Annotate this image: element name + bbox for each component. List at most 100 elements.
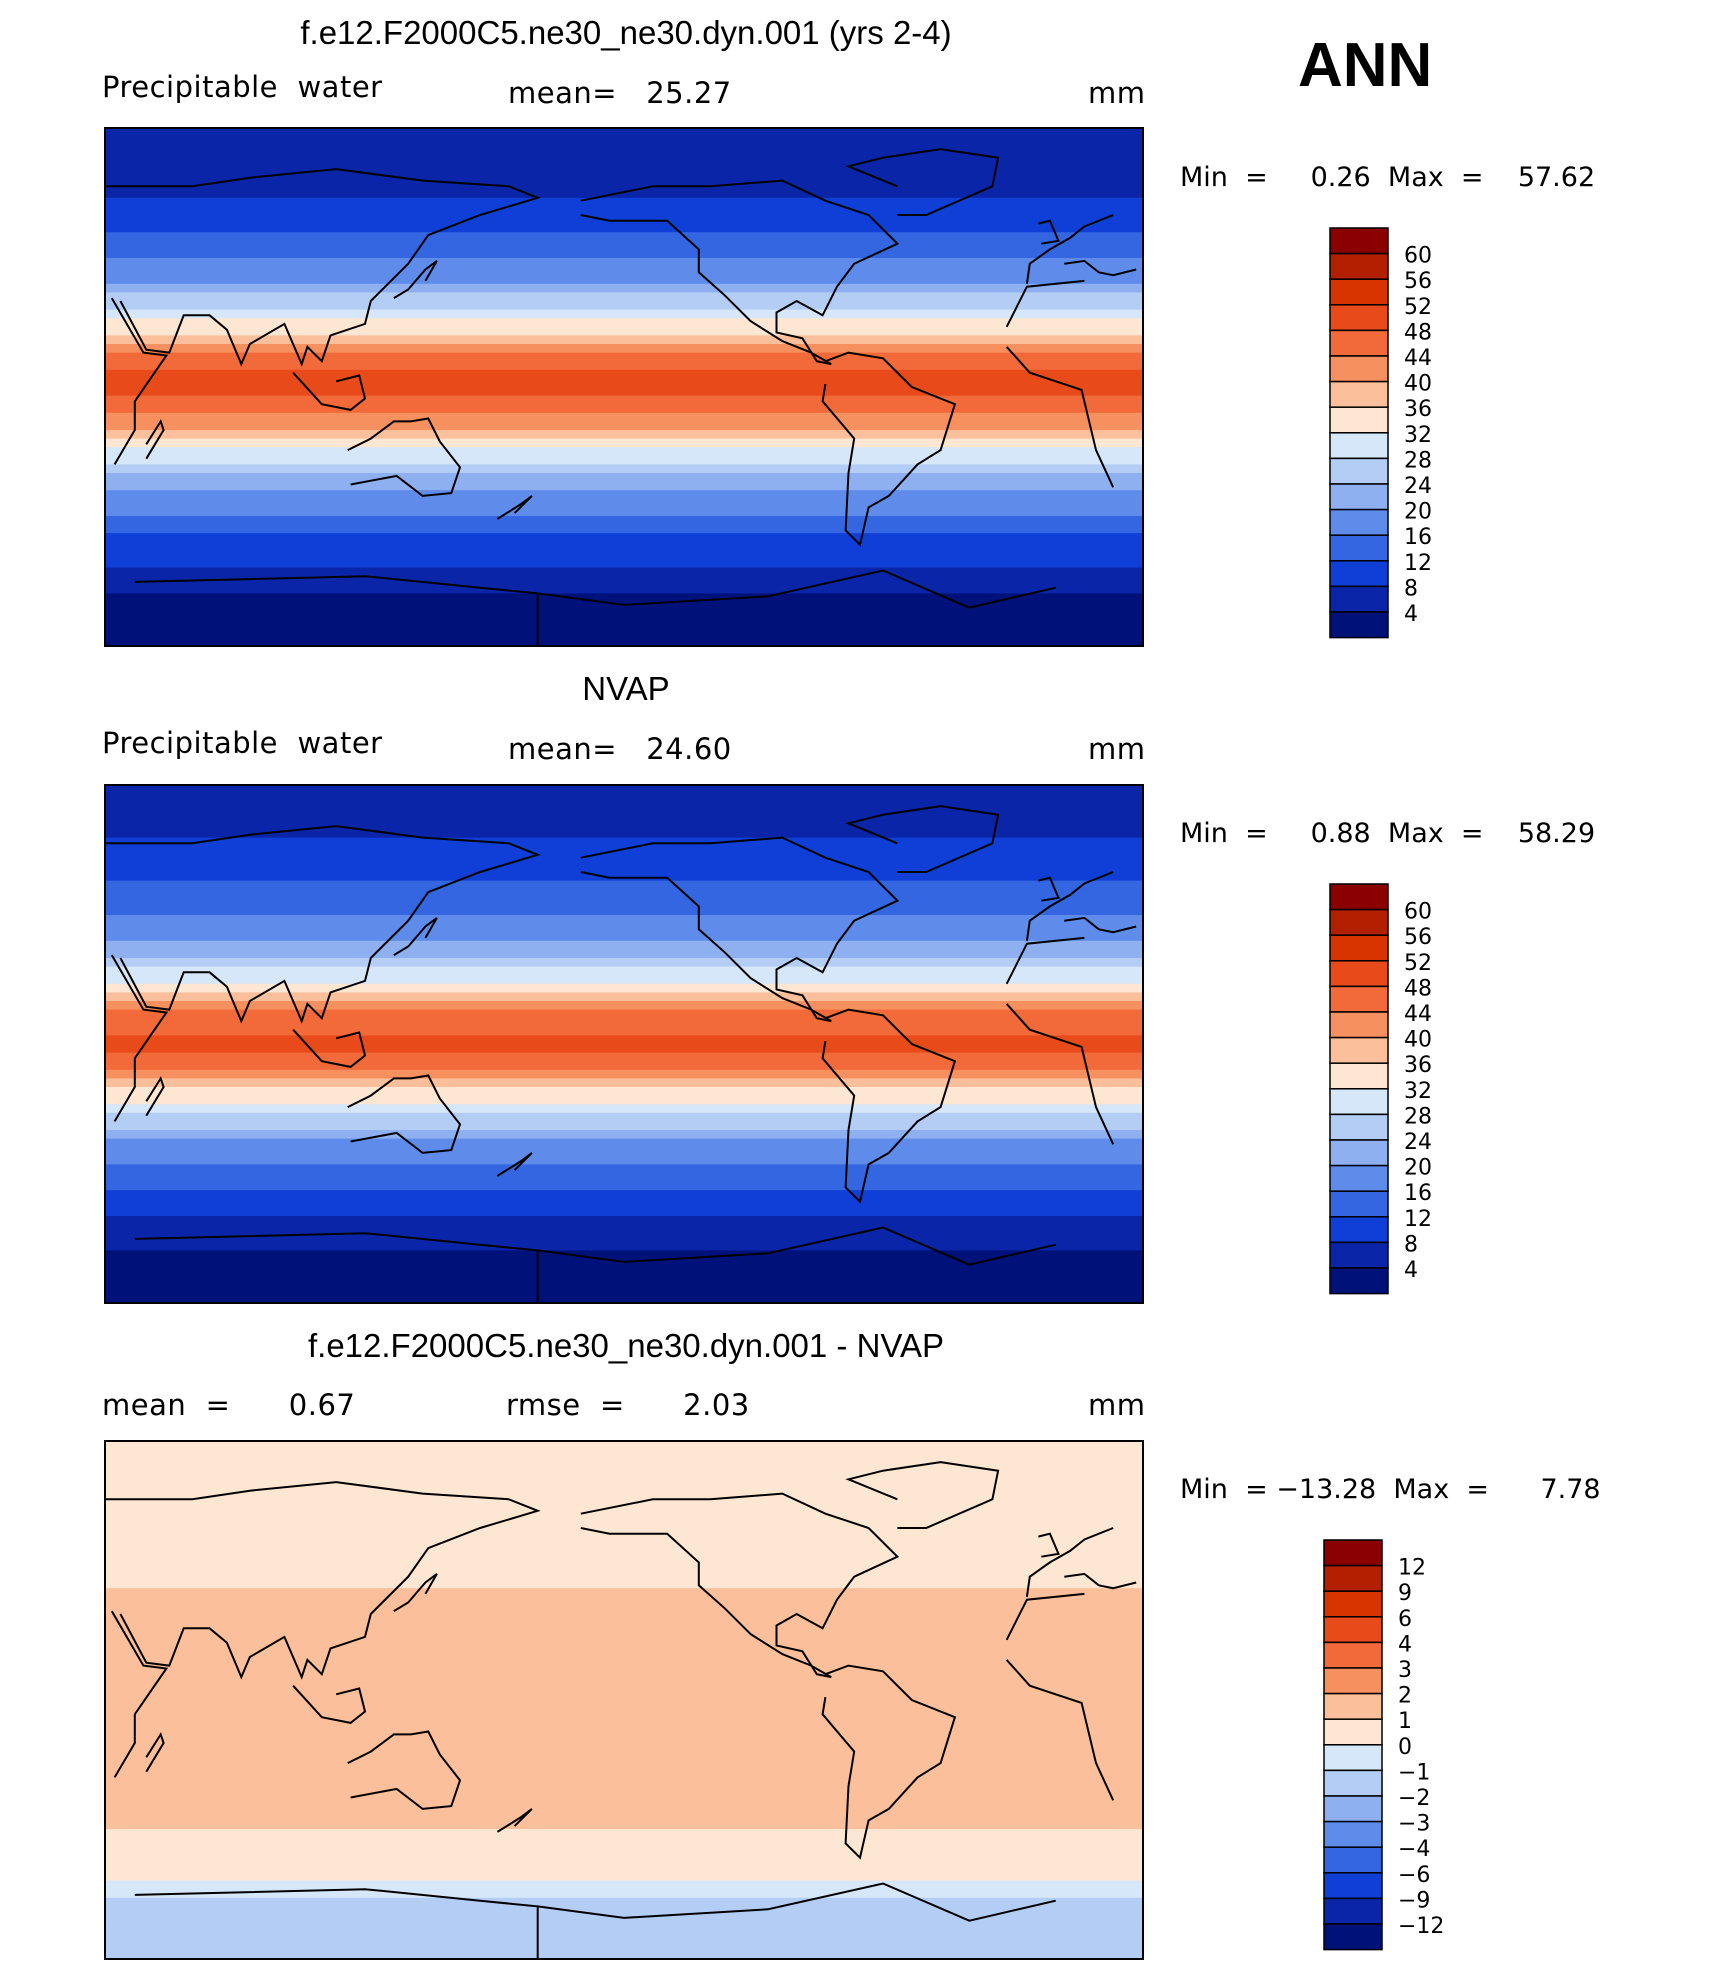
panel-1-title: f.e12.F2000C5.ne30_ne30.dyn.001 (yrs 2-4… [300,14,952,51]
map-band [106,421,1142,431]
map-band [106,880,1142,891]
colorbar-tick-label: 8 [1404,1232,1418,1257]
map-band [106,283,1142,294]
map-band [106,906,1142,916]
map-band [106,1138,1142,1149]
colorbar-swatch [1329,252,1389,280]
colorbar-tick-label: 24 [1404,1130,1432,1155]
map-band [106,1087,1142,1097]
colorbar-swatch [1323,1923,1383,1951]
colorbar-tick-label: 20 [1404,1156,1432,1181]
colorbar-swatch [1329,534,1389,562]
map-band [106,593,1142,603]
map-band [106,1536,1142,1547]
map-band [106,352,1142,363]
colorbar-tick-label: −4 [1398,1837,1430,1862]
map-band [106,1216,1142,1226]
map-band [106,1052,1142,1063]
coastline [134,1226,1056,1302]
panel-2-units-label: mm [1088,732,1146,766]
colorbar-tick-label: 52 [1404,951,1432,976]
map-band [106,932,1142,942]
map-band [106,1596,1142,1607]
map-band [106,966,1142,977]
colorbar-tick-label: 44 [1404,1002,1432,1027]
map-band [106,1923,1142,1934]
colorbar-tick-label: 52 [1404,295,1432,320]
colorbar-swatch [1329,1241,1389,1269]
colorbar-tick-label: 16 [1404,525,1432,550]
colorbar-swatch [1329,278,1389,306]
colorbar-swatch [1329,1164,1389,1192]
colorbar-swatch [1329,960,1389,988]
map-band [106,1665,1142,1676]
map-band [106,1648,1142,1658]
map-band [106,803,1142,813]
colorbar-swatch [1323,1846,1383,1874]
map-band [106,1631,1142,1641]
colorbar-swatch [1329,227,1389,255]
map-band [106,361,1142,371]
map-band [106,318,1142,328]
map-band [106,1880,1142,1891]
colorbar-swatch [1323,1718,1383,1746]
panel-3-minmax-label: Min = −13.28 Max = 7.78 [1180,1474,1601,1505]
panel-1-map [104,127,1144,647]
map-band [106,507,1142,517]
map-band [106,137,1142,148]
coastline [292,372,367,411]
map-band [106,1743,1142,1753]
map-band [106,1545,1142,1555]
colorbar-tick-label: 36 [1404,397,1432,422]
map-band [106,1605,1142,1615]
map-band [106,1562,1142,1572]
coastline [347,1074,462,1154]
colorbar-swatch [1329,432,1389,460]
map-band [106,189,1142,199]
map-band [106,1786,1142,1796]
season-label: ANN [1298,31,1433,100]
panel-3-units-label: mm [1088,1388,1146,1422]
colorbar-tick-label: 60 [1404,244,1432,269]
map-band [106,1906,1142,1916]
map-band [106,1889,1142,1899]
map-band [106,975,1142,985]
map-band [106,1622,1142,1633]
map-band [106,1442,1142,1452]
colorbar-tick-label: 8 [1404,576,1418,601]
coastline [110,279,1115,488]
map-band [106,1691,1142,1701]
colorbar-swatch [1329,1062,1389,1090]
map-band [106,1259,1142,1269]
map-band [106,829,1142,839]
map-band [106,378,1142,388]
colorbar-swatch [1329,985,1389,1013]
colorbar-swatch [1329,611,1389,639]
colorbar-swatch [1329,406,1389,434]
colorbar-swatch [1323,1820,1383,1848]
map-band [106,837,1142,848]
map-band [106,197,1142,208]
map-band [106,1657,1142,1667]
colorbar-tick-label: 40 [1404,372,1432,397]
colorbar-swatch [1329,508,1389,536]
colorbar-swatch [1323,1872,1383,1900]
map-band [106,541,1142,552]
map-band [106,240,1142,251]
map-band [106,524,1142,535]
map-band [106,1734,1142,1744]
map-band [106,1147,1142,1157]
map-band [106,1485,1142,1495]
map-band [106,1104,1142,1114]
panel-2-colorbar: 60 56 52 48 44 40 36 32 28 24 20 16 12 8 4 [1326,883,1466,1295]
coastline [106,1481,1137,1680]
colorbar-tick-label: 12 [1404,1207,1432,1232]
map-band [106,344,1142,354]
panel-3-mean-label: mean = 0.67 [102,1388,356,1422]
coastline [845,1461,1000,1529]
map-band [106,1751,1142,1762]
panel-3-map [104,1440,1144,1960]
map-band [106,619,1142,629]
map-band [106,559,1142,569]
coastline [1038,1532,1060,1558]
